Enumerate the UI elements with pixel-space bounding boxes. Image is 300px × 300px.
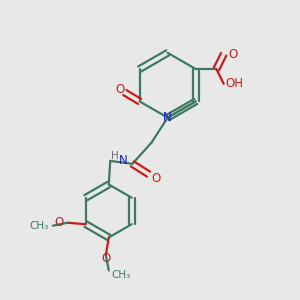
Text: O: O bbox=[101, 252, 110, 265]
Text: O: O bbox=[55, 216, 64, 229]
Text: N: N bbox=[163, 111, 172, 124]
Text: O: O bbox=[116, 83, 125, 96]
Text: N: N bbox=[119, 154, 128, 167]
Text: O: O bbox=[229, 48, 238, 61]
Text: CH₃: CH₃ bbox=[112, 270, 131, 280]
Text: CH₃: CH₃ bbox=[29, 221, 48, 231]
Text: OH: OH bbox=[225, 77, 243, 90]
Text: H: H bbox=[111, 152, 119, 161]
Text: O: O bbox=[152, 172, 161, 185]
